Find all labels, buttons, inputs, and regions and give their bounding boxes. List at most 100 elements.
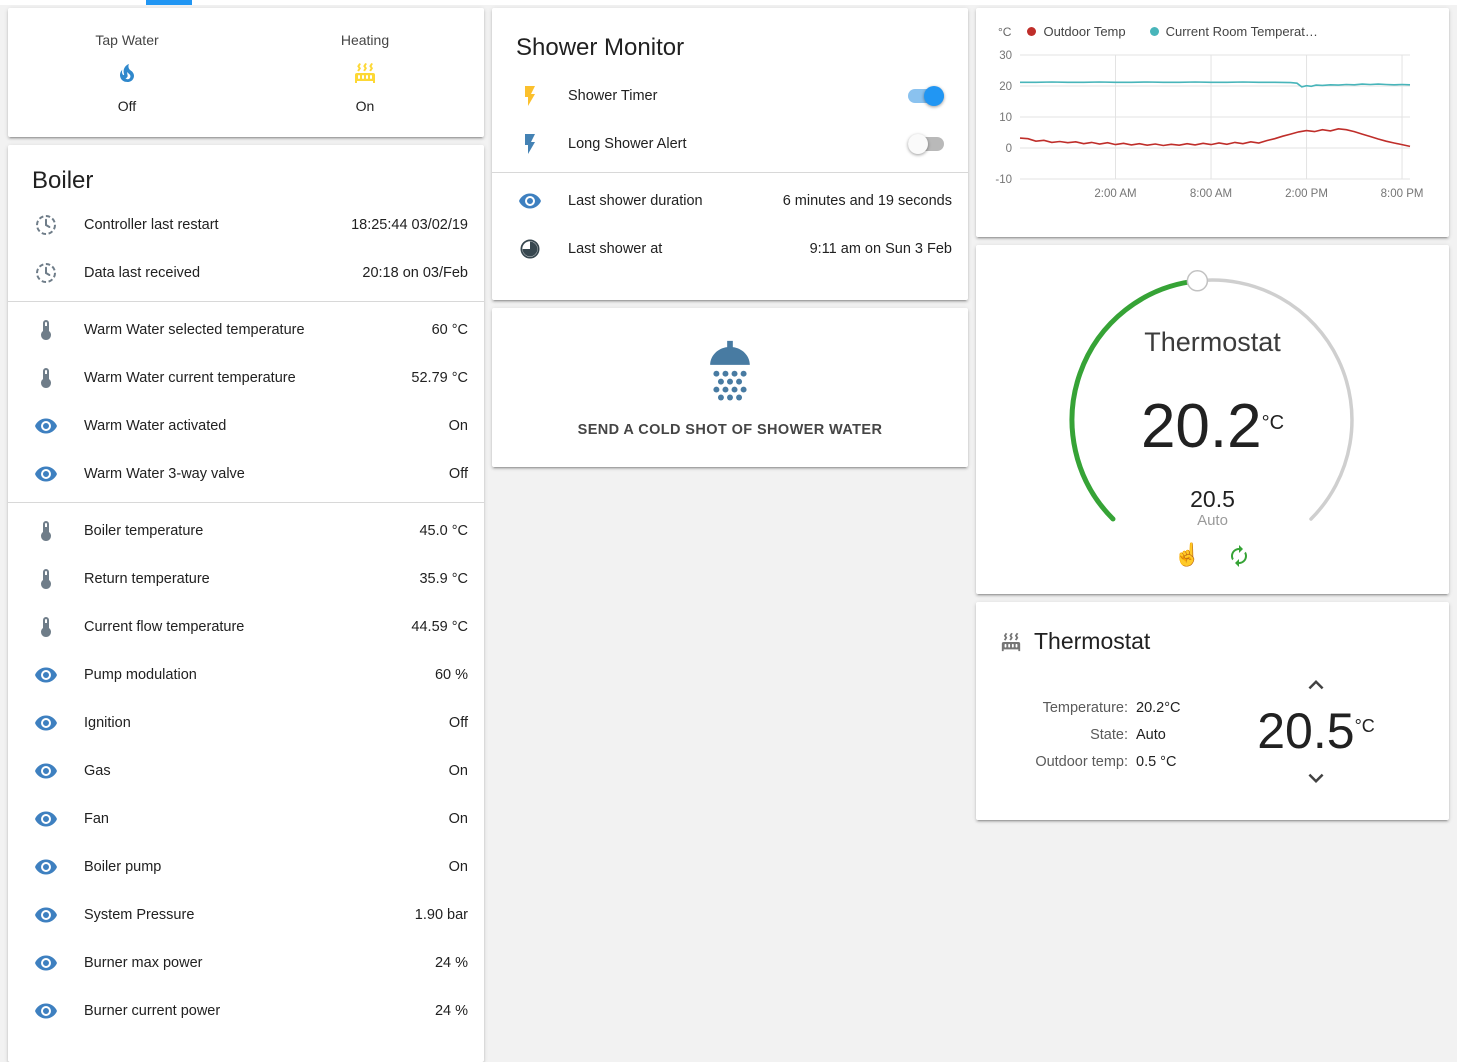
entity-label: Fan bbox=[84, 811, 109, 827]
glance-item-heating[interactable]: Heating On bbox=[246, 8, 484, 137]
dial-title: Thermostat bbox=[1144, 327, 1281, 357]
entity-row[interactable]: Pump modulation 60 % bbox=[8, 651, 484, 699]
entity-row[interactable]: Last shower duration 6 minutes and 19 se… bbox=[492, 177, 968, 225]
entity-value: On bbox=[448, 418, 468, 434]
glance-label: Heating bbox=[340, 31, 390, 48]
legend-dot bbox=[1149, 27, 1159, 36]
shower-head-icon bbox=[696, 338, 764, 406]
entity-value: On bbox=[448, 763, 468, 779]
entity-label: Controller last restart bbox=[84, 217, 219, 233]
svg-text:20: 20 bbox=[999, 81, 1012, 93]
glance-card: Tap Water Off Heating On bbox=[8, 8, 484, 137]
entity-row[interactable]: Burner current power 24 % bbox=[8, 987, 484, 1035]
entity-row[interactable]: Current flow temperature 44.59 °C bbox=[8, 603, 484, 651]
entity-row[interactable]: Warm Water activated On bbox=[8, 402, 484, 450]
eye-icon bbox=[34, 951, 58, 975]
chevron-up-icon[interactable] bbox=[1301, 670, 1331, 700]
eye-icon bbox=[518, 189, 542, 213]
card-title: Thermostat bbox=[1034, 628, 1151, 654]
entity-row[interactable]: Gas On bbox=[8, 747, 484, 795]
glance-item-tap-water[interactable]: Tap Water Off bbox=[8, 8, 246, 137]
entity-row[interactable]: Data last received 20:18 on 03/Feb bbox=[8, 249, 484, 297]
svg-text:8:00 PM: 8:00 PM bbox=[1381, 188, 1424, 200]
dial-arc-active bbox=[1069, 278, 1200, 522]
entity-label: Warm Water activated bbox=[84, 418, 227, 434]
thermometer-icon bbox=[34, 519, 58, 543]
info-label: Temperature: bbox=[1042, 699, 1128, 716]
eye-icon bbox=[34, 414, 58, 438]
entity-value: 45.0 °C bbox=[419, 523, 468, 539]
active-tab-indicator[interactable] bbox=[146, 0, 192, 5]
chart-header: °C Outdoor Temp Current Room Temperat… bbox=[998, 24, 1439, 39]
target-control: 20.5°C bbox=[1241, 670, 1391, 793]
entity-label: Last shower at bbox=[568, 241, 663, 257]
entity-row[interactable]: Ignition Off bbox=[8, 699, 484, 747]
history-chart: -10 0 10 20 30 2:00 AM 8:00 AM 2:00 PM 8:00 PM bbox=[995, 50, 1424, 200]
cold-shot-button-card[interactable]: SEND A COLD SHOT OF SHOWER WATER bbox=[492, 308, 968, 467]
entity-row[interactable]: Controller last restart 18:25:44 03/02/1… bbox=[8, 201, 484, 249]
svg-text:30: 30 bbox=[999, 50, 1012, 62]
toggle-knob bbox=[908, 134, 928, 154]
entity-row[interactable]: Last shower at 9:11 am on Sun 3 Feb bbox=[492, 225, 968, 273]
entity-value: 20:18 on 03/Feb bbox=[362, 265, 468, 281]
eye-icon bbox=[34, 711, 58, 735]
entity-label: Burner current power bbox=[84, 1003, 221, 1019]
radiator-icon bbox=[1000, 631, 1022, 653]
entity-label: Warm Water selected temperature bbox=[84, 322, 305, 338]
chevron-down-icon[interactable] bbox=[1301, 763, 1331, 793]
divider bbox=[492, 172, 968, 173]
history-graph-card: °C Outdoor Temp Current Room Temperat… -… bbox=[976, 8, 1449, 237]
entity-value: On bbox=[448, 859, 468, 875]
thermostat-dial-card: Thermostat 20.2°C 20.5 Auto ☝ bbox=[976, 245, 1449, 594]
info-row: Outdoor temp: 0.5 °C bbox=[1016, 748, 1181, 775]
entity-label: Boiler temperature bbox=[84, 523, 204, 539]
entity-value: Off bbox=[448, 715, 468, 731]
hand-pointer-icon[interactable]: ☝ bbox=[1173, 542, 1202, 567]
thermostat-card: Thermostat Temperature: 20.2°C State: Au… bbox=[976, 602, 1449, 820]
dial-arc-track bbox=[1195, 278, 1354, 521]
entity-row[interactable]: Return temperature 35.9 °C bbox=[8, 555, 484, 603]
thermometer-icon bbox=[34, 366, 58, 390]
entity-value: 60 % bbox=[434, 667, 468, 683]
thermometer-icon bbox=[34, 615, 58, 639]
dial-handle[interactable] bbox=[1186, 270, 1209, 292]
entity-value: 9:11 am on Sun 3 Feb bbox=[809, 241, 952, 257]
entity-label: System Pressure bbox=[84, 907, 195, 923]
entity-label: Pump modulation bbox=[84, 667, 197, 683]
entity-row[interactable]: Warm Water 3-way valve Off bbox=[8, 450, 484, 498]
entity-label: Ignition bbox=[84, 715, 131, 731]
entity-row[interactable]: Long Shower Alert bbox=[492, 120, 968, 168]
eye-icon bbox=[34, 462, 58, 486]
info-row: Temperature: 20.2°C bbox=[1016, 694, 1181, 721]
divider bbox=[8, 301, 484, 302]
card-header: Thermostat bbox=[1000, 628, 1449, 655]
entity-value: 35.9 °C bbox=[419, 571, 468, 587]
info-value: 0.5 °C bbox=[1136, 753, 1177, 770]
entity-row[interactable]: Fan On bbox=[8, 795, 484, 843]
entity-row[interactable]: Boiler pump On bbox=[8, 843, 484, 891]
thermometer-icon bbox=[34, 567, 58, 591]
fire-icon bbox=[115, 61, 139, 85]
current-temperature-value: 20.2 bbox=[1140, 392, 1262, 461]
entity-row[interactable]: Warm Water selected temperature 60 °C bbox=[8, 306, 484, 354]
entity-row[interactable]: Burner max power 24 % bbox=[8, 939, 484, 987]
eye-icon bbox=[34, 759, 58, 783]
entity-label: Shower Timer bbox=[568, 88, 658, 104]
unit-label: °C bbox=[1261, 412, 1285, 435]
current-temperature: 20.2°C bbox=[976, 391, 1449, 462]
glance-label: Tap Water bbox=[95, 31, 159, 48]
entity-row[interactable]: Shower Timer bbox=[492, 72, 968, 120]
svg-text:10: 10 bbox=[999, 112, 1012, 124]
entity-row[interactable]: Warm Water current temperature 52.79 °C bbox=[8, 354, 484, 402]
entity-row[interactable]: Boiler temperature 45.0 °C bbox=[8, 507, 484, 555]
y-axis-unit: °C bbox=[998, 24, 1012, 39]
entity-row[interactable]: System Pressure 1.90 bar bbox=[8, 891, 484, 939]
info-label: State: bbox=[1090, 726, 1128, 743]
legend-item: Current Room Temperat… bbox=[1149, 24, 1318, 39]
entity-label: Warm Water current temperature bbox=[84, 370, 296, 386]
toggle-long-shower-alert[interactable] bbox=[908, 134, 944, 154]
entity-value: 18:25:44 03/02/19 bbox=[351, 217, 468, 233]
flash-icon bbox=[518, 84, 542, 108]
toggle-shower-timer[interactable] bbox=[908, 86, 944, 106]
autorenew-icon[interactable] bbox=[1227, 544, 1251, 568]
